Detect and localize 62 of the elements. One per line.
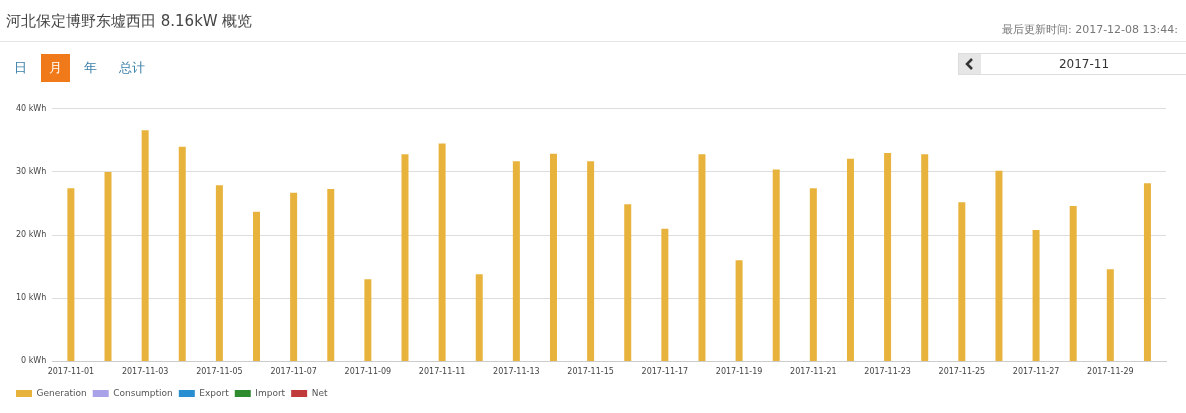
x-tick-label: 2017-11-11 bbox=[418, 367, 466, 377]
x-tick-label: 2017-11-17 bbox=[641, 367, 689, 377]
bar bbox=[327, 189, 335, 361]
bar bbox=[735, 260, 743, 361]
bar bbox=[104, 171, 112, 361]
bar bbox=[401, 154, 409, 361]
text: 2017-11 bbox=[1057, 57, 1111, 71]
y-tick-label: 30 kWh bbox=[15, 167, 47, 177]
text: 总计 bbox=[118, 59, 146, 77]
y-tick-label: 40 kWh bbox=[15, 103, 47, 113]
bar bbox=[846, 158, 854, 361]
x-tick-label: 2017-11-25 bbox=[938, 367, 986, 377]
x-tick-label: 2017-11-09 bbox=[344, 367, 392, 377]
bar bbox=[772, 169, 780, 361]
bar bbox=[512, 161, 520, 361]
text: 最后更新时间: 2017-12-08 13:44: bbox=[1001, 22, 1178, 37]
text: 年 bbox=[83, 59, 98, 77]
bar bbox=[438, 143, 446, 361]
legend-label: Net bbox=[311, 387, 328, 398]
x-tick-label: 2017-11-13 bbox=[493, 367, 540, 377]
bar bbox=[995, 170, 1003, 361]
legend-label: Consumption bbox=[113, 387, 173, 398]
x-tick-label: 2017-11-07 bbox=[270, 367, 317, 377]
legend-label: Export bbox=[199, 387, 230, 398]
bar bbox=[587, 161, 595, 361]
x-tick-label: 2017-11-03 bbox=[121, 367, 169, 377]
bar bbox=[178, 146, 186, 361]
bar bbox=[215, 185, 223, 361]
bar bbox=[1106, 269, 1114, 361]
bar bbox=[921, 154, 929, 361]
x-tick-label: 2017-11-21 bbox=[790, 367, 837, 377]
y-tick-label: 10 kWh bbox=[15, 293, 47, 303]
bar bbox=[661, 228, 669, 361]
bar bbox=[67, 188, 75, 361]
bar bbox=[253, 211, 261, 361]
text: 日 bbox=[13, 59, 28, 77]
bar bbox=[141, 130, 149, 361]
bar bbox=[884, 153, 892, 361]
y-tick-label: 20 kWh bbox=[15, 230, 47, 240]
x-tick-label: 2017-11-29 bbox=[1087, 367, 1134, 377]
x-tick-label: 2017-11-01 bbox=[47, 367, 95, 377]
legend-label: Generation bbox=[36, 387, 87, 398]
x-tick-label: 2017-11-23 bbox=[864, 367, 911, 377]
chart-title: 河北保定博野东墟西田 8.16kW 概览 bbox=[6, 12, 253, 31]
bar bbox=[1069, 206, 1077, 361]
bar bbox=[290, 192, 298, 361]
bar bbox=[809, 188, 817, 361]
x-tick-label: 2017-11-15 bbox=[567, 367, 614, 377]
legend-label: Import bbox=[255, 387, 286, 398]
y-tick-label: 0 kWh bbox=[21, 356, 47, 366]
bar bbox=[624, 204, 632, 361]
x-tick-label: 2017-11-19 bbox=[715, 367, 763, 377]
bar bbox=[698, 154, 706, 361]
bar bbox=[475, 274, 483, 361]
x-tick-label: 2017-11-05 bbox=[196, 367, 243, 377]
bar bbox=[1032, 230, 1040, 361]
x-tick-label: 2017-11-27 bbox=[1012, 367, 1060, 377]
bar bbox=[1143, 183, 1151, 361]
bar bbox=[364, 279, 372, 361]
bar bbox=[958, 202, 966, 361]
bar bbox=[549, 153, 557, 361]
text: 月 bbox=[41, 54, 70, 82]
